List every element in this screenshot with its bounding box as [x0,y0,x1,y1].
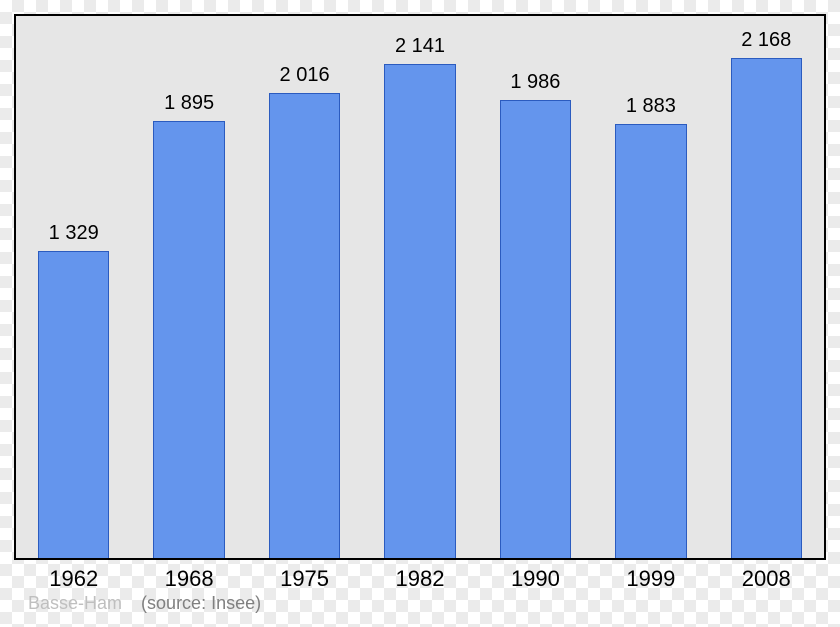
bar [500,100,572,558]
x-category-label: 1990 [478,566,593,592]
series-name: Basse-Ham [28,593,122,613]
bar-value-label: 1 883 [593,95,708,118]
x-category-label: 1982 [362,566,477,592]
bar-value-label: 1 895 [131,92,246,115]
x-category-label: 1968 [131,566,246,592]
bar [731,58,803,558]
chart-canvas: 1 329 1 8952 0162 1411 9861 883 2 168 1962… [0,0,840,627]
x-category-label: 1975 [247,566,362,592]
x-category-label: 1999 [593,566,708,592]
bar [384,64,456,558]
bar-value-label: 1 986 [478,71,593,94]
bar-value-label: 2 016 [247,64,362,87]
plot-area: 1 329 1 8952 0162 1411 9861 883 2 168 [14,14,826,560]
x-category-label: 1962 [16,566,131,592]
bar [269,93,341,558]
bar [615,124,687,558]
bar [38,251,110,558]
source-text: (source: Insee) [141,593,261,613]
chart-footer: Basse-Ham (source: Insee) [28,593,261,614]
x-category-label: 2008 [709,566,824,592]
bar-value-label: 2 141 [362,35,477,58]
bar-value-label: 2 168 [709,29,824,52]
bar-value-label: 1 329 [16,222,131,245]
bar [153,121,225,558]
